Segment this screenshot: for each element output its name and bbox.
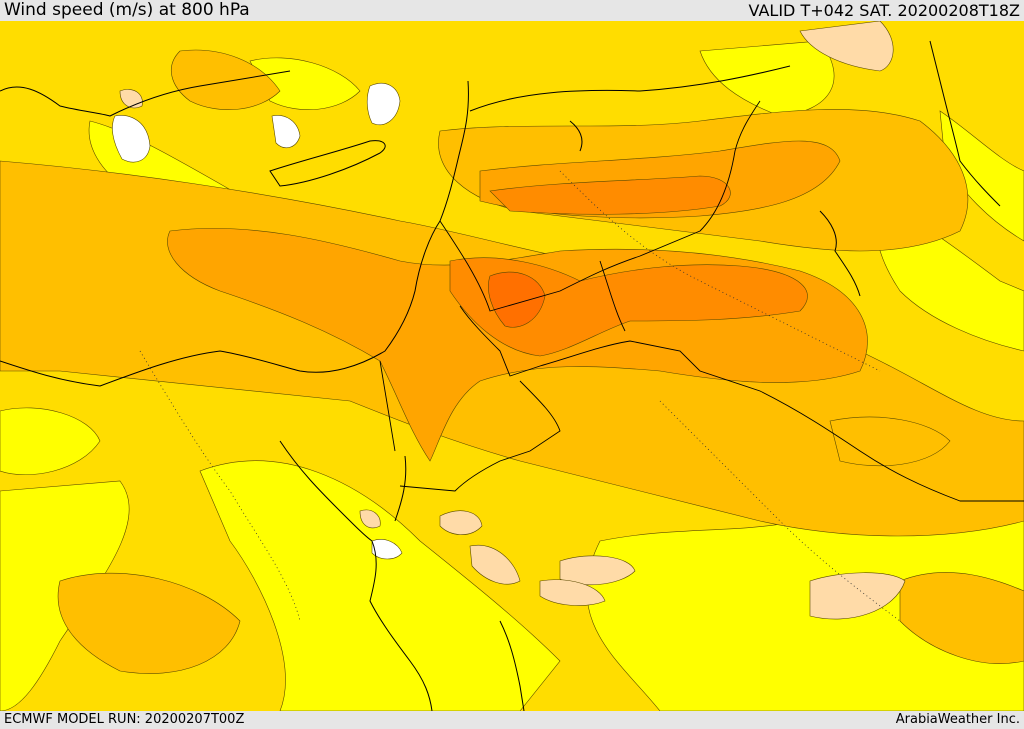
- band-5: [449, 175, 808, 357]
- map-title: Wind speed (m/s) at 800 hPa: [4, 0, 250, 20]
- credit-label: ArabiaWeather Inc.: [895, 712, 1020, 727]
- header-bar: Wind speed (m/s) at 800 hPa VALID T+042 …: [0, 0, 1024, 21]
- footer-bar: ECMWF MODEL RUN: 20200207T00Z ArabiaWeat…: [0, 711, 1024, 729]
- calm-patches: [112, 21, 906, 620]
- valid-time: VALID T+042 SAT. 20200208T18Z: [748, 1, 1020, 20]
- band-6: [488, 271, 546, 328]
- coastlines: [0, 40, 1001, 711]
- wind-speed-map: [0, 21, 1024, 711]
- political-borders: [379, 100, 1024, 502]
- model-run-label: ECMWF MODEL RUN: 20200207T00Z: [4, 712, 245, 727]
